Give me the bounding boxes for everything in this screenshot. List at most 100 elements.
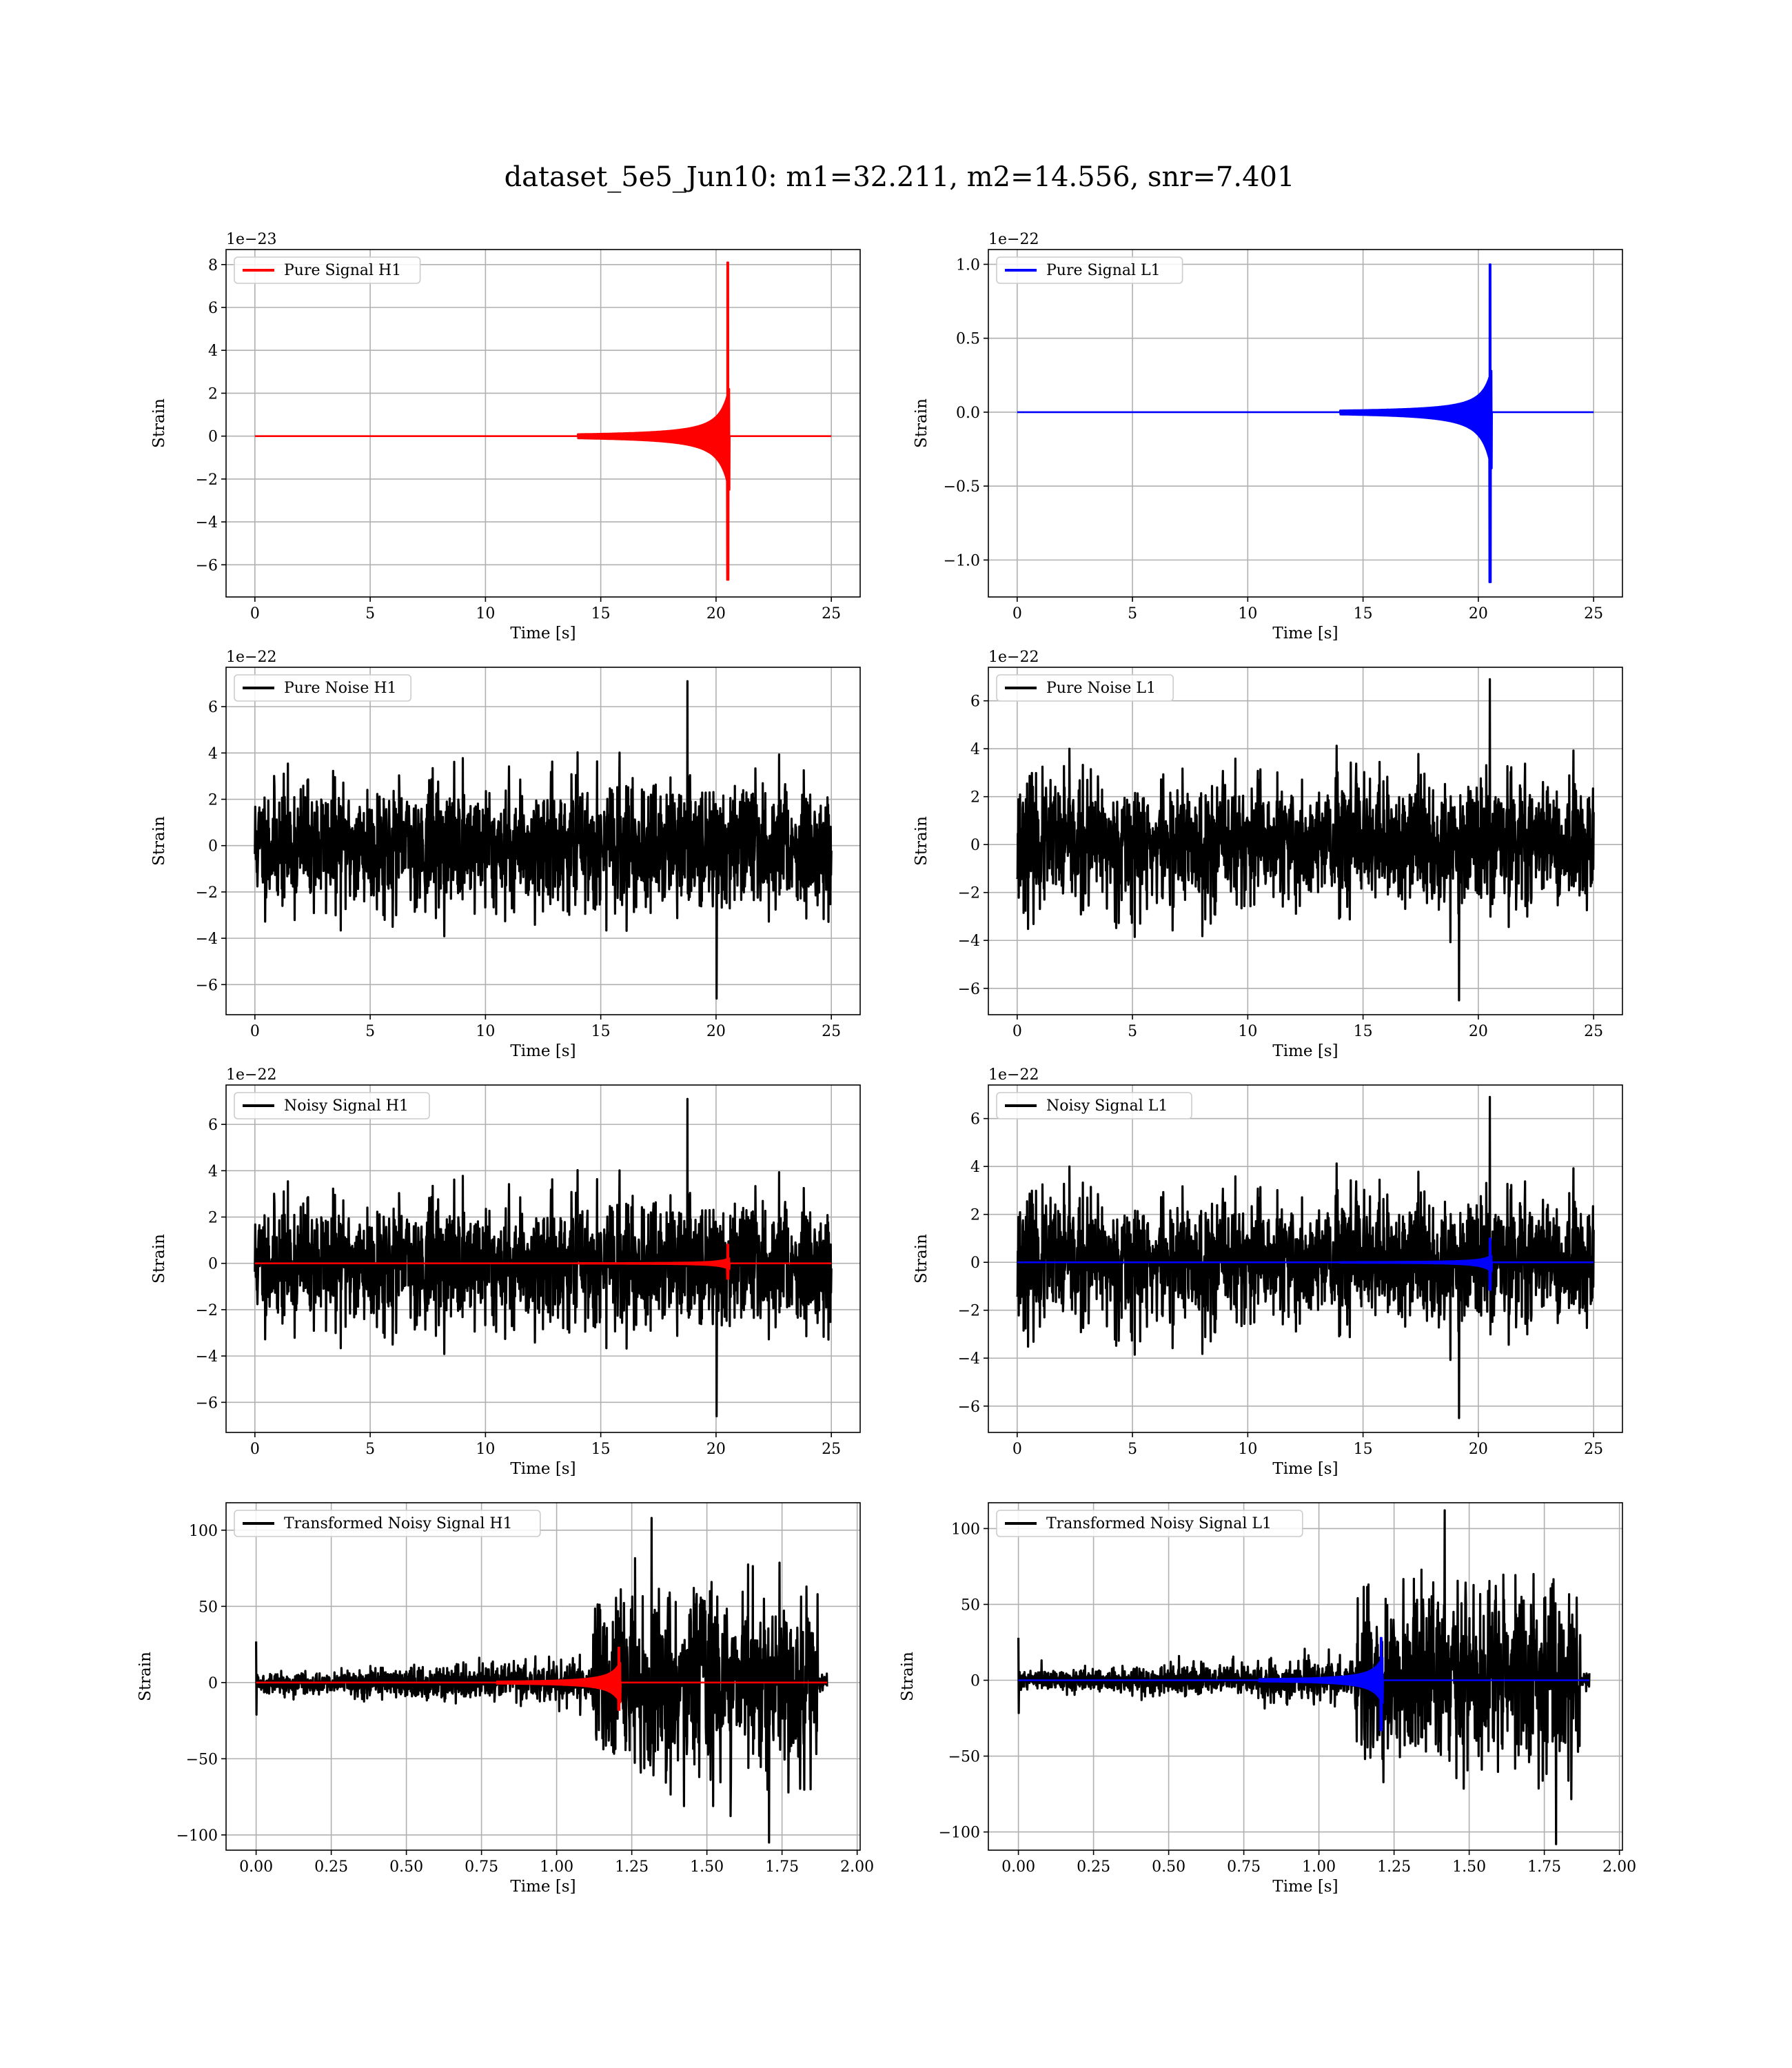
y-tick-label: 8 bbox=[208, 257, 218, 274]
y-tick-label: 2 bbox=[970, 1207, 980, 1224]
panel-pure-signal-l1: 0 5 10 15 20 25 −1.0 −0.5 0.0 0.5 1.0 Time [s] Strai… bbox=[913, 231, 1623, 642]
y-tick-label: 6 bbox=[970, 1111, 980, 1128]
panel-pure-signal-h1: 0 5 10 15 20 25 −6 −4 −2 0 2 4 6 8 Time [s] Strain 1e−23… bbox=[150, 231, 861, 642]
x-tick-label: 0.75 bbox=[1227, 1858, 1261, 1876]
x-tick-label: 0.00 bbox=[239, 1858, 273, 1876]
series-group bbox=[1016, 678, 1595, 1002]
series-line-primary bbox=[1016, 678, 1595, 1002]
series-group bbox=[254, 680, 833, 1000]
y-tick-label: 0 bbox=[970, 837, 980, 854]
y-tick-label: 2 bbox=[208, 385, 218, 403]
legend-label: Transformed Noisy Signal L1 bbox=[1046, 1515, 1272, 1532]
y-offset-label: 1e−22 bbox=[988, 649, 1039, 666]
axes-frame bbox=[225, 667, 861, 1015]
y-offset-label: 1e−22 bbox=[988, 231, 1039, 248]
y-tick-label: 2 bbox=[970, 789, 980, 807]
y-tick-label: −6 bbox=[196, 977, 218, 994]
series-group bbox=[254, 1097, 833, 1418]
x-tick-label: 0 bbox=[250, 605, 260, 622]
series-group bbox=[254, 261, 833, 581]
legend-label: Pure Signal H1 bbox=[284, 262, 401, 279]
y-tick-label: 2 bbox=[208, 1210, 218, 1227]
legend-label: Noisy Signal L1 bbox=[1046, 1097, 1168, 1115]
series-line-overlay bbox=[255, 1646, 828, 1711]
figure-title: dataset_5e5_Jun10: m1=32.211, m2=14.556,… bbox=[505, 161, 1295, 193]
x-tick-label: 1.75 bbox=[765, 1858, 799, 1876]
y-tick-label: −6 bbox=[958, 1399, 980, 1416]
y-tick-label: 0.0 bbox=[956, 405, 980, 422]
y-tick-label: −2 bbox=[958, 1303, 980, 1320]
series-line-overlay bbox=[1017, 1636, 1590, 1732]
x-tick-label: 25 bbox=[822, 1441, 841, 1458]
y-tick-label: 1.0 bbox=[956, 256, 980, 274]
y-tick-label: 50 bbox=[198, 1599, 218, 1616]
x-tick-label: 1.25 bbox=[615, 1858, 649, 1876]
grid bbox=[988, 250, 1622, 597]
legend-box bbox=[234, 674, 412, 702]
y-axis-label: Strain bbox=[913, 1234, 930, 1284]
y-tick-label: 4 bbox=[208, 745, 218, 762]
y-tick-label: −50 bbox=[186, 1751, 218, 1768]
x-tick-label: 5 bbox=[1128, 605, 1137, 622]
legend-label: Pure Noise H1 bbox=[284, 680, 397, 697]
x-tick-label: 0 bbox=[250, 1441, 260, 1458]
x-tick-label: 1.00 bbox=[1302, 1858, 1336, 1876]
x-tick-label: 20 bbox=[706, 605, 726, 622]
y-tick-label: 0 bbox=[970, 1673, 980, 1690]
legend-label: Noisy Signal H1 bbox=[284, 1097, 409, 1115]
axes-frame bbox=[225, 1084, 861, 1433]
x-axis-label: Time [s] bbox=[510, 625, 576, 642]
x-tick-label: 5 bbox=[365, 1441, 375, 1458]
x-tick-label: 0.25 bbox=[1077, 1858, 1110, 1876]
x-tick-label: 0.50 bbox=[1152, 1858, 1185, 1876]
series-line-primary bbox=[1016, 263, 1595, 583]
x-tick-label: 0.25 bbox=[314, 1858, 348, 1876]
y-tick-label: 6 bbox=[208, 300, 218, 317]
y-tick-label: 4 bbox=[208, 1163, 218, 1180]
axes-frame bbox=[988, 1502, 1623, 1851]
x-tick-label: 0 bbox=[1012, 605, 1022, 622]
x-tick-label: 20 bbox=[1469, 1023, 1488, 1040]
x-tick-label: 0.50 bbox=[389, 1858, 423, 1876]
x-axis-label: Time [s] bbox=[1272, 1042, 1338, 1060]
x-tick-label: 2.00 bbox=[840, 1858, 874, 1876]
y-offset-label: 1e−23 bbox=[226, 231, 276, 248]
legend: Noisy Signal L1 bbox=[996, 1092, 1192, 1119]
legend-label: Pure Signal L1 bbox=[1046, 262, 1161, 279]
x-tick-label: 5 bbox=[1128, 1441, 1137, 1458]
y-offset-label: 1e−22 bbox=[988, 1066, 1039, 1084]
x-tick-label: 1.25 bbox=[1377, 1858, 1411, 1876]
y-tick-label: −6 bbox=[196, 1395, 218, 1412]
legend: Transformed Noisy Signal L1 bbox=[996, 1510, 1303, 1537]
legend-label: Pure Noise L1 bbox=[1046, 680, 1156, 697]
y-tick-label: −4 bbox=[196, 1348, 218, 1366]
y-tick-label: −0.5 bbox=[944, 478, 980, 496]
y-tick-label: −50 bbox=[948, 1749, 980, 1766]
y-tick-label: −2 bbox=[196, 472, 218, 489]
y-tick-label: 4 bbox=[208, 343, 218, 360]
x-tick-label: 25 bbox=[822, 1023, 841, 1040]
y-tick-label: −4 bbox=[958, 933, 980, 950]
x-tick-label: 25 bbox=[1584, 605, 1603, 622]
legend: Pure Noise H1 bbox=[234, 674, 412, 702]
y-tick-label: −6 bbox=[196, 557, 218, 574]
series-line-primary bbox=[255, 1517, 828, 1844]
axes-frame bbox=[988, 249, 1623, 598]
x-axis-label: Time [s] bbox=[510, 1460, 576, 1478]
y-axis-label: Strain bbox=[150, 816, 168, 866]
x-tick-label: 10 bbox=[1238, 1441, 1257, 1458]
x-tick-label: 15 bbox=[1354, 605, 1373, 622]
legend-box bbox=[996, 1510, 1303, 1537]
y-tick-label: −2 bbox=[196, 884, 218, 902]
grid bbox=[226, 250, 860, 597]
series-line-primary bbox=[254, 1097, 833, 1418]
x-tick-label: 10 bbox=[1238, 1023, 1257, 1040]
series-line-primary bbox=[254, 261, 833, 581]
x-tick-label: 15 bbox=[1354, 1023, 1373, 1040]
x-tick-label: 20 bbox=[706, 1441, 726, 1458]
y-axis-label: Strain bbox=[913, 398, 930, 448]
y-axis-label: Strain bbox=[150, 398, 168, 448]
y-tick-label: 0 bbox=[208, 429, 218, 446]
